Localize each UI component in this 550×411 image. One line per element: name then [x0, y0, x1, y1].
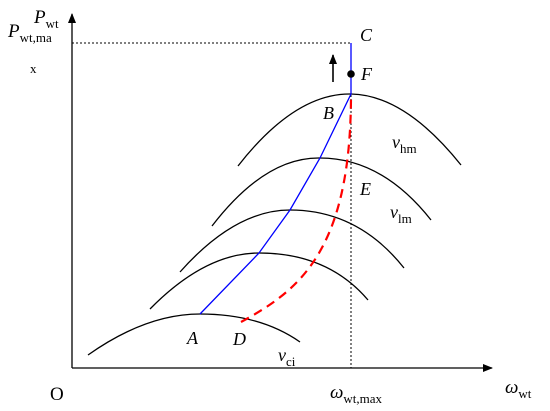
curve-vci	[87, 313, 301, 356]
point-f-dot	[347, 70, 355, 78]
blue-mppt-path	[199, 43, 352, 315]
curve-vci-label: vci	[278, 345, 296, 369]
y-axis-label: Pwt	[33, 7, 59, 31]
red-dashed-path	[240, 93, 353, 323]
curve-lower-mid	[149, 252, 369, 310]
point-d-label: D	[232, 329, 246, 349]
curve-vhm-label: vhm	[392, 132, 417, 156]
x-axis-label: ωwt	[505, 377, 532, 401]
point-c-label: C	[360, 25, 373, 45]
point-b-label: B	[323, 103, 334, 123]
y-max-label: Pwt,ma	[7, 21, 52, 45]
x-max-label: ωwt,max	[330, 382, 383, 406]
curve-vlm-label: vlm	[390, 202, 412, 226]
point-e-label: E	[359, 179, 371, 199]
y-max-label-wrap: x	[30, 61, 37, 76]
point-f-label: F	[360, 64, 373, 84]
origin-label: O	[50, 384, 64, 405]
point-a-label: A	[186, 328, 199, 348]
